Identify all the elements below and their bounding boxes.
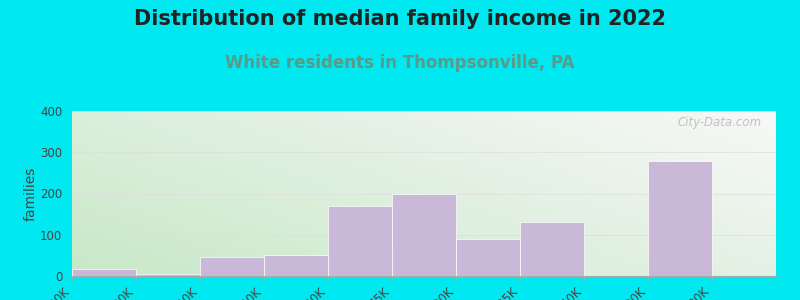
Text: White residents in Thompsonville, PA: White residents in Thompsonville, PA <box>226 54 574 72</box>
Bar <box>520 222 584 276</box>
Y-axis label: families: families <box>23 166 38 221</box>
Bar <box>648 160 712 276</box>
Text: Distribution of median family income in 2022: Distribution of median family income in … <box>134 9 666 29</box>
Bar <box>136 274 200 276</box>
Bar <box>200 257 264 276</box>
Bar <box>264 254 328 276</box>
Text: City-Data.com: City-Data.com <box>678 116 762 129</box>
Bar <box>456 239 520 276</box>
Bar <box>328 206 392 276</box>
Bar <box>392 194 456 276</box>
Bar <box>72 268 136 276</box>
